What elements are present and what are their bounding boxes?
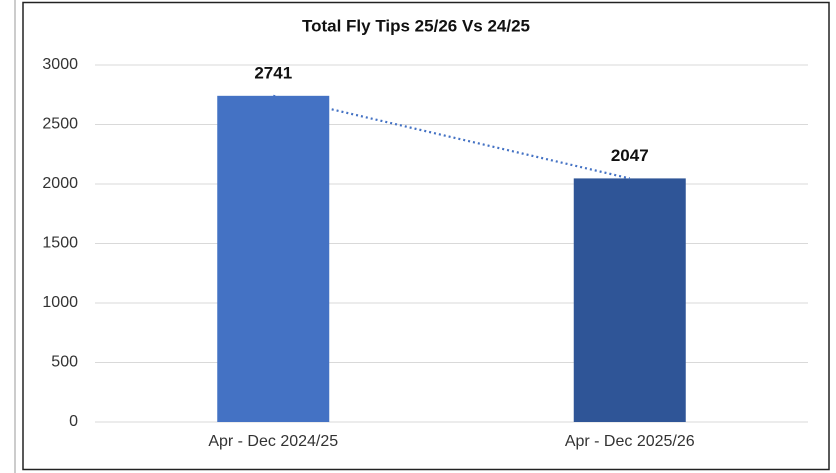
chart-frame <box>22 1 830 471</box>
y-tick-label: 500 <box>51 354 78 371</box>
x-tick-label: Apr - Dec 2024/25 <box>208 433 338 450</box>
data-label: 2741 <box>254 63 292 82</box>
bar <box>573 178 686 422</box>
y-tick-label: 3000 <box>42 56 78 73</box>
bar <box>217 95 330 423</box>
y-tick-label: 2500 <box>42 116 78 133</box>
data-label: 2047 <box>611 146 649 165</box>
y-tick-label: 1000 <box>42 294 78 311</box>
trendline <box>273 94 630 180</box>
y-tick-label: 0 <box>69 413 78 430</box>
y-tick-label: 2000 <box>42 175 78 192</box>
x-tick-label: Apr - Dec 2025/26 <box>565 433 695 450</box>
y-tick-label: 1500 <box>42 235 78 252</box>
chart-title: Total Fly Tips 25/26 Vs 24/25 <box>302 16 530 35</box>
